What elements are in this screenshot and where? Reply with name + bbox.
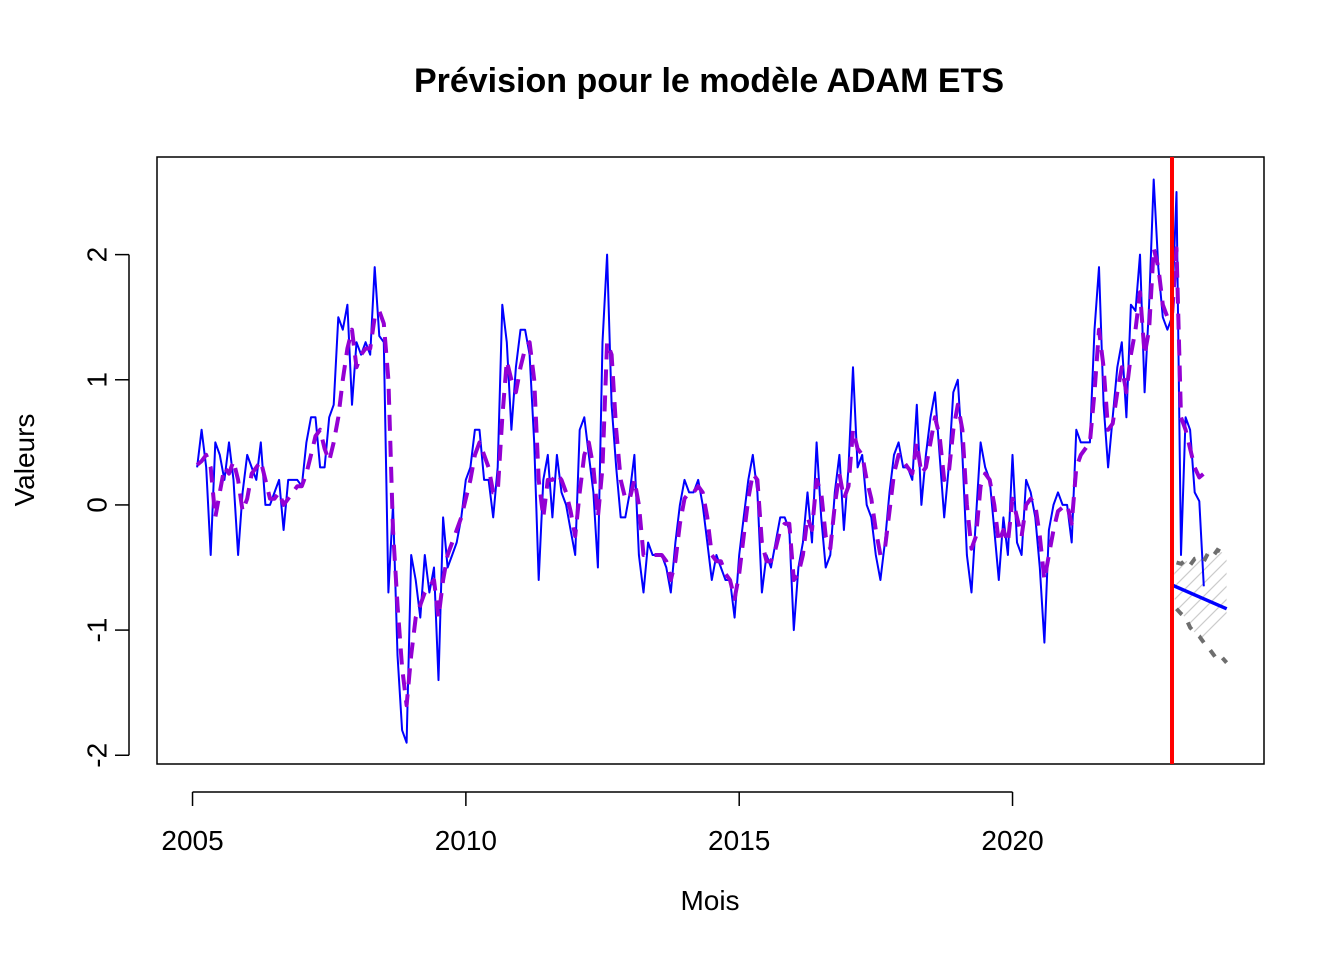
hatch-line: [1172, 572, 1227, 663]
hatch-line: [1172, 550, 1227, 625]
hatch-line: [1150, 430, 1240, 520]
series-actual-line: [196, 178, 1205, 744]
x-tick-label: 2015: [708, 825, 770, 856]
y-tick-label: -1: [81, 618, 112, 643]
hatch-line: [1172, 585, 1227, 663]
hatch-line: [1172, 550, 1227, 599]
plot-frame: [156, 156, 1265, 765]
x-tick-label: 2010: [435, 825, 497, 856]
y-axis: -2 -1 0 1 2: [81, 247, 130, 768]
y-tick-label: 1: [81, 372, 112, 388]
hatch-line: [1172, 550, 1227, 612]
plot-area: [156, 156, 1265, 765]
hatch-line: [1172, 550, 1227, 638]
x-tick-label: 2005: [161, 825, 223, 856]
y-tick-label: -2: [81, 743, 112, 768]
x-tick-label: 2020: [981, 825, 1043, 856]
series-lower-interval-line: [1175, 607, 1229, 664]
hatch-line: [1172, 550, 1227, 560]
hatch-line: [1172, 598, 1227, 663]
hatch-line: [1172, 550, 1227, 586]
hatch-line: [1172, 559, 1227, 651]
x-axis-label: Mois: [680, 885, 739, 916]
series-forecast-line: [1171, 583, 1228, 611]
y-axis-label: Valeurs: [9, 414, 40, 507]
y-tick-label: 0: [81, 497, 112, 513]
series-fitted-line: [195, 246, 1206, 708]
chart-title: Prévision pour le modèle ADAM ETS: [414, 62, 1004, 100]
y-tick-label: 2: [81, 247, 112, 263]
series-upper-interval-line: [1175, 547, 1228, 569]
x-axis: 2005 2010 2015 2020: [161, 791, 1044, 856]
